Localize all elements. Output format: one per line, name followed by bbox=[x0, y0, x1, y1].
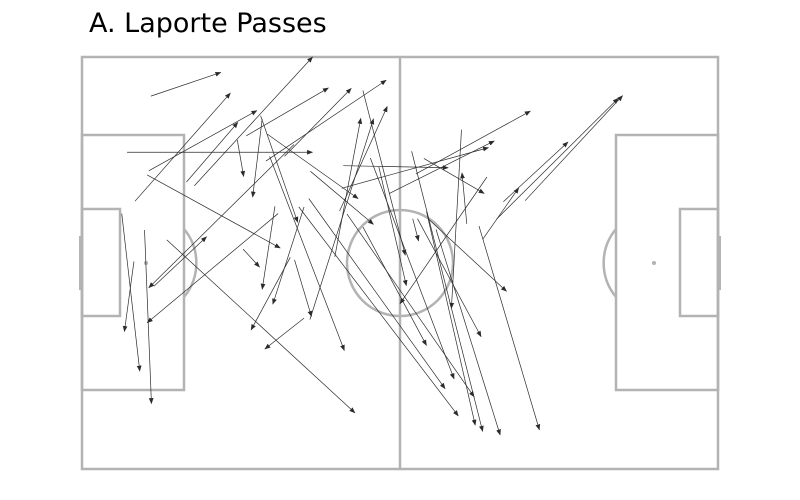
center-circle bbox=[345, 208, 455, 318]
pass-arrow-42 bbox=[426, 211, 477, 426]
pass-arrow-40 bbox=[378, 166, 408, 287]
pass-arrow-14 bbox=[148, 144, 295, 289]
pass-arrow-15 bbox=[236, 139, 246, 177]
pass-arrow-22 bbox=[242, 248, 260, 268]
pass-arrow-30 bbox=[284, 88, 352, 157]
pass-arrow-58 bbox=[412, 218, 420, 242]
pass-arrow-32 bbox=[334, 117, 363, 257]
left-penalty-arc bbox=[183, 228, 198, 298]
pass-arrow-55 bbox=[503, 141, 569, 202]
right-penalty-arc bbox=[602, 228, 617, 298]
left-penalty-area bbox=[80, 133, 186, 392]
pass-arrow-19 bbox=[250, 118, 263, 198]
pass-arrow-8 bbox=[147, 174, 281, 249]
pass-arrow-13 bbox=[146, 213, 279, 324]
pass-arrow-28 bbox=[298, 206, 459, 417]
pass-arrow-38 bbox=[369, 157, 455, 380]
pass-arrow-16 bbox=[246, 87, 329, 137]
pass-arrow-10 bbox=[144, 230, 154, 405]
pass-arrow-49 bbox=[460, 172, 468, 224]
pass-arrow-24 bbox=[272, 206, 305, 305]
pass-arrow-6 bbox=[134, 92, 231, 202]
pass-arrow-11 bbox=[122, 261, 135, 332]
pass-arrow-53 bbox=[427, 218, 507, 292]
pass-arrow-12 bbox=[166, 239, 356, 414]
pass-arrow-9 bbox=[121, 213, 142, 372]
pass-arrow-25 bbox=[294, 259, 313, 318]
pass-arrow-54 bbox=[482, 187, 520, 240]
pass-arrow-45 bbox=[415, 110, 531, 175]
pass-arrow-47 bbox=[423, 158, 485, 194]
pass-arrow-7 bbox=[153, 236, 207, 287]
pass-arrow-51 bbox=[449, 129, 462, 309]
pass-arrow-50 bbox=[399, 176, 488, 305]
pass-arrow-56 bbox=[524, 95, 623, 201]
right-penalty-area bbox=[614, 133, 720, 392]
right-penalty-spot bbox=[652, 261, 656, 265]
pass-arrow-20 bbox=[267, 133, 359, 199]
pass-arrow-39 bbox=[346, 213, 475, 398]
pass-arrow-36 bbox=[341, 146, 489, 189]
pass-arrow-29 bbox=[308, 198, 446, 390]
chart-title: A. Laporte Passes bbox=[89, 8, 327, 39]
pass-arrow-41 bbox=[417, 218, 482, 338]
pass-arrow-21 bbox=[260, 206, 276, 290]
pass-arrow-26 bbox=[264, 317, 305, 350]
pass-arrow-44 bbox=[411, 151, 484, 432]
pass-arrow-37 bbox=[362, 226, 427, 346]
pass-arrow-31 bbox=[310, 171, 374, 225]
right-six-yard-box bbox=[678, 207, 720, 318]
pass-arrow-33 bbox=[309, 118, 375, 320]
passes-layer bbox=[121, 56, 623, 436]
pass-arrow-46 bbox=[389, 140, 495, 194]
pass-arrow-52 bbox=[478, 225, 541, 431]
pass-arrow-35 bbox=[343, 165, 449, 171]
pass-arrow-1 bbox=[150, 71, 222, 97]
pass-arrow-4 bbox=[148, 110, 258, 172]
left-six-yard-box bbox=[80, 207, 122, 318]
pitch-markings bbox=[79, 55, 721, 471]
pass-arrow-57 bbox=[496, 97, 619, 220]
pass-arrow-5 bbox=[194, 56, 313, 186]
pass-arrow-34 bbox=[339, 105, 388, 212]
pass-arrow-43 bbox=[435, 229, 501, 436]
pass-arrow-18 bbox=[260, 115, 299, 223]
pass-arrow-27 bbox=[269, 156, 345, 352]
pass-arrow-48 bbox=[362, 90, 407, 256]
